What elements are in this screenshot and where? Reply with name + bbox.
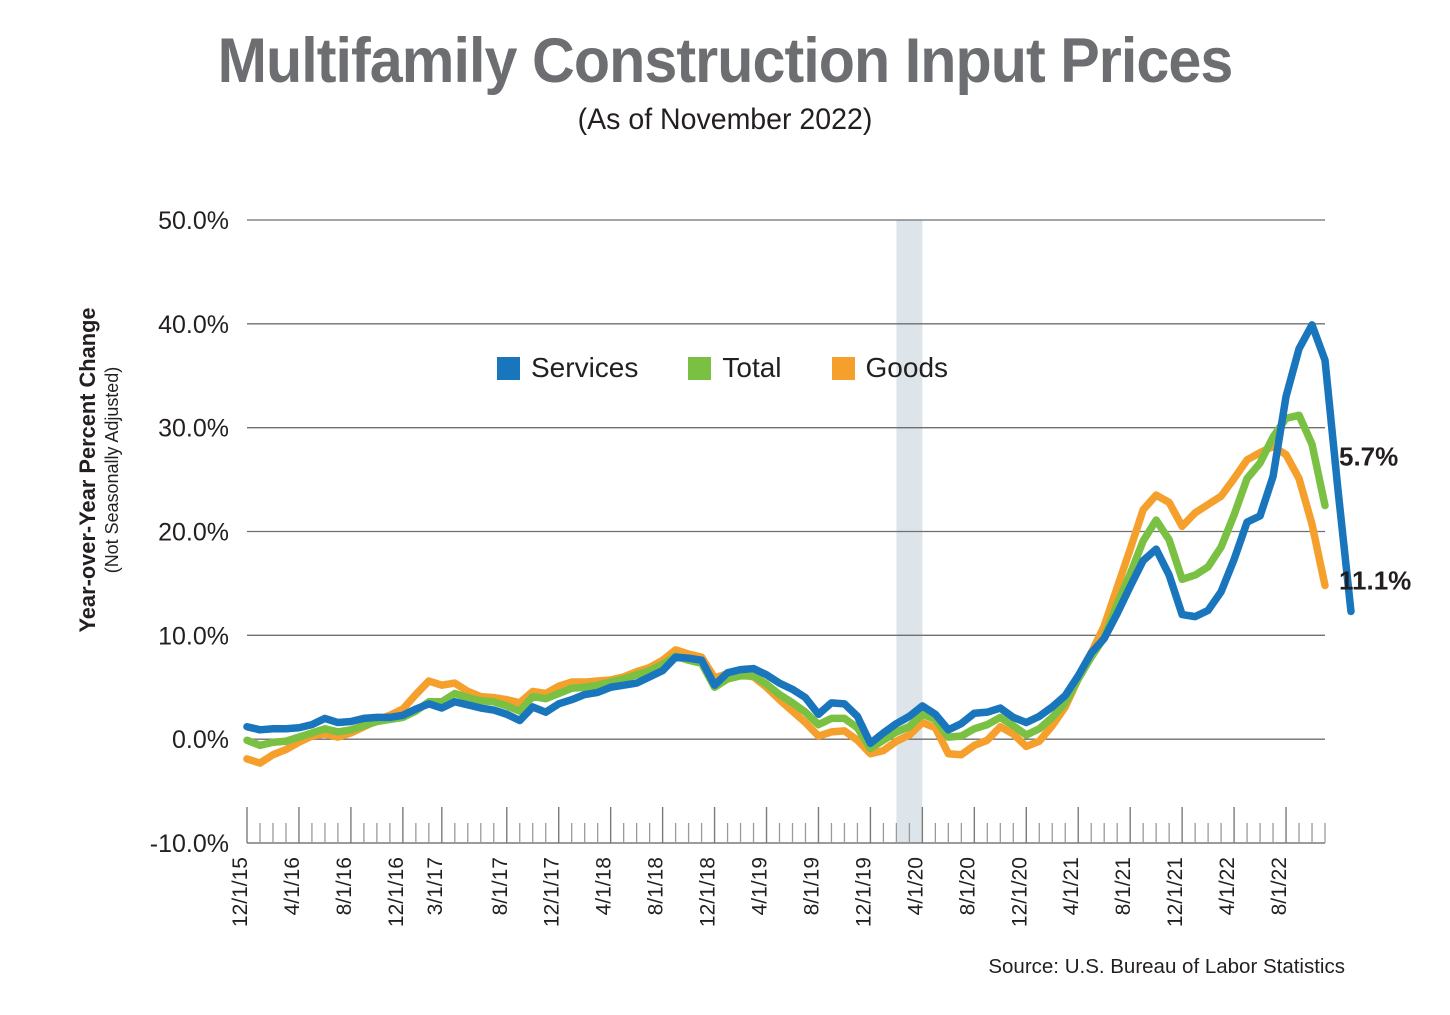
x-tick-label: 8/1/19 [800, 857, 823, 915]
chart-title: Multifamily Construction Input Prices [217, 26, 1234, 96]
source-note: Source: U.S. Bureau of Labor Statistics [988, 955, 1345, 978]
x-tick-label: 8/1/21 [1112, 857, 1135, 915]
x-tick-label: 4/1/22 [1216, 857, 1239, 915]
x-tick-label: 8/1/18 [645, 857, 668, 915]
legend-swatch-services [497, 356, 520, 380]
legend-item-total[interactable]: Total [688, 352, 782, 384]
gridlines [247, 219, 1325, 740]
x-tick-label: 12/1/19 [852, 857, 875, 927]
x-tick-label: 12/1/20 [1008, 857, 1031, 927]
x-tick-label: 8/1/22 [1268, 857, 1291, 915]
x-tick-label: 12/1/15 [229, 857, 252, 927]
x-tick-label: 4/1/20 [904, 857, 927, 915]
end-label-total: 5.7% [1339, 442, 1398, 472]
x-tick-label: 3/1/17 [424, 857, 447, 915]
end-value-labels: 11.1% 5.7% [1339, 442, 1411, 596]
legend-item-services[interactable]: Services [497, 352, 638, 384]
legend-item-goods[interactable]: Goods [831, 352, 949, 384]
legend-label-services: Services [531, 352, 639, 383]
y-tick-label: 20.0% [158, 519, 229, 547]
x-tick-label: 8/1/16 [333, 857, 356, 915]
y-tick-label: -10.0% [150, 830, 229, 858]
end-label-goods: 11.1% [1339, 565, 1411, 595]
y-tick-label: 10.0% [158, 622, 229, 650]
x-axis-tick-labels: 12/1/15 4/1/16 8/1/16 12/1/16 3/1/17 8/1/17 12… [229, 857, 1291, 927]
series-line-goods [243, 442, 1329, 767]
x-tick-label: 12/1/21 [1164, 857, 1187, 927]
y-tick-label: 0.0% [172, 726, 229, 754]
x-tick-label: 4/1/21 [1060, 857, 1083, 915]
legend-swatch-goods [831, 356, 855, 380]
x-tick-label: 4/1/19 [749, 857, 772, 915]
chart-legend: Services Total Goods [497, 352, 998, 384]
y-tick-label: 50.0% [158, 207, 229, 235]
series-lines [243, 321, 1355, 767]
x-axis [246, 807, 1326, 844]
x-tick-label: 4/1/18 [593, 857, 616, 915]
series-line-services [243, 321, 1355, 748]
x-tick-label: 8/1/17 [489, 857, 512, 915]
x-tick-label: 12/1/17 [541, 857, 564, 927]
x-tick-label: 4/1/16 [281, 857, 304, 915]
legend-label-goods: Goods [865, 352, 949, 383]
x-tick-label: 12/1/18 [697, 857, 720, 927]
x-tick-label: 8/1/20 [956, 857, 979, 915]
legend-label-total: Total [722, 352, 782, 383]
y-tick-label: 40.0% [158, 311, 229, 339]
y-axis-tick-labels: -10.0% 0.0% 10.0% 20.0% 30.0% 40.0% 50.0% [150, 207, 229, 858]
y-tick-label: 30.0% [158, 415, 229, 443]
x-tick-label: 12/1/16 [385, 857, 408, 927]
legend-swatch-total [688, 356, 712, 380]
chart-subtitle: (As of November 2022) [577, 103, 873, 136]
